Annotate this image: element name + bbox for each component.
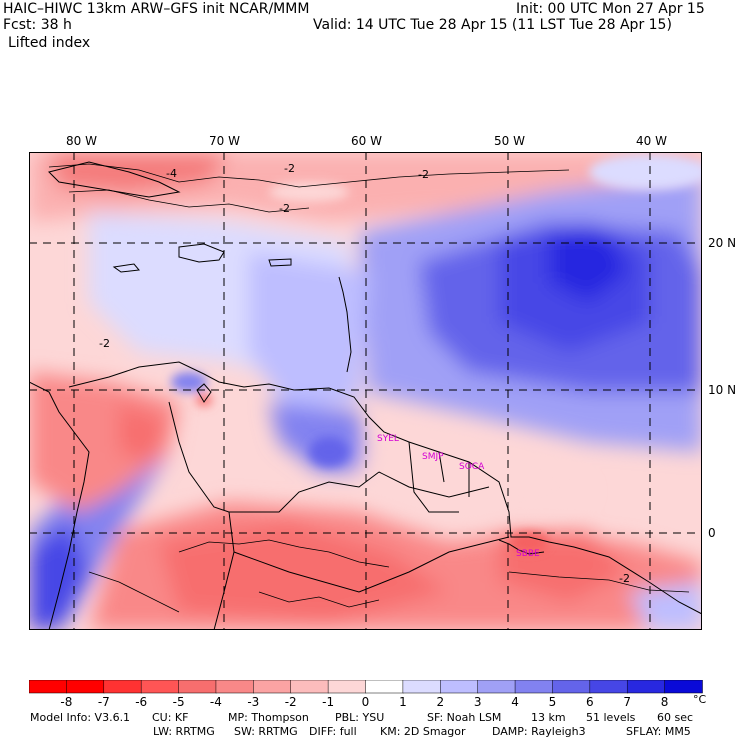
colorbar-tick-label: 6 <box>585 695 594 709</box>
colorbar-unit: °C <box>693 693 707 706</box>
contour-label-layer: -4 -2 -2 -2 -2 -2 <box>99 162 630 585</box>
init-time: Init: 00 UTC Mon 27 Apr 15 <box>516 1 705 17</box>
colorbar-swatch <box>440 680 479 694</box>
title-text: HAIC–HIWC 13km ARW–GFS init NCAR/MMM <box>3 1 310 17</box>
lat-label-10n: 10 N <box>708 383 737 397</box>
colorbar-tick-label: 7 <box>623 695 631 709</box>
colorbar-swatch <box>290 680 329 694</box>
time-step: 60 sec <box>657 711 694 724</box>
colorbar-tick-label: -4 <box>209 695 222 709</box>
station-label-smjp: SMJP <box>422 452 444 462</box>
station-label-layer: SYEL SMJP SOCA SBBE <box>377 434 540 559</box>
colorbar-swatch <box>178 680 217 694</box>
surface-layer-option: SFLAY: MM5 <box>626 725 691 738</box>
colorbar-tick-label: -2 <box>284 695 297 709</box>
surface-scheme: SF: Noah LSM <box>427 711 502 724</box>
damping-option: DAMP: Rayleigh3 <box>492 725 586 738</box>
valid-time: Valid: 14 UTC Tue 28 Apr 15 (11 LST Tue … <box>313 17 672 33</box>
station-label-soca: SOCA <box>459 462 485 472</box>
colorbar-swatch <box>589 680 628 694</box>
colorbar-swatch <box>29 680 68 694</box>
colorbar-tick-label: 5 <box>548 695 557 709</box>
contour-label: -2 <box>279 202 290 215</box>
colorbar-tick-label: 0 <box>361 695 370 709</box>
lat-label-0: 0 <box>708 526 716 540</box>
colorbar-tick-label: -8 <box>60 695 73 709</box>
colorbar-tick-label: 1 <box>399 695 407 709</box>
colorbar <box>29 680 703 694</box>
contour-label: -2 <box>418 168 429 181</box>
cumulus-scheme: CU: KF <box>152 711 189 724</box>
station-label-sbbe: SBBE <box>516 549 540 559</box>
field-name: Lifted index <box>8 35 91 51</box>
shaded-detail <box>171 154 702 552</box>
lon-label-80w: 80 W <box>66 134 97 148</box>
lon-label-40w: 40 W <box>636 134 667 148</box>
lon-label-70w: 70 W <box>209 134 240 148</box>
forecast-hour: Fcst: 38 h <box>3 17 72 33</box>
model-version: Model Info: V3.6.1 <box>30 711 131 724</box>
colorbar-tick-label: -3 <box>247 695 260 709</box>
pbl-scheme: PBL: YSU <box>335 711 385 724</box>
colorbar-tick-label: -1 <box>322 695 335 709</box>
colorbar-tick-label: 3 <box>473 695 482 709</box>
map-frame <box>29 152 702 630</box>
colorbar-tick-label: -7 <box>97 695 110 709</box>
vertical-levels: 51 levels <box>586 711 636 724</box>
colorbar-swatch <box>477 680 516 694</box>
contour-label: -2 <box>619 572 630 585</box>
km-option: KM: 2D Smagor <box>380 725 466 738</box>
colorbar-swatch <box>103 680 142 694</box>
colorbar-swatch <box>514 680 554 694</box>
colorbar-swatch <box>215 680 255 694</box>
station-label-syel: SYEL <box>377 434 399 444</box>
contour-label: -2 <box>99 337 110 350</box>
colorbar-tick-label: 2 <box>436 695 445 709</box>
colorbar-swatch <box>402 680 442 694</box>
lon-label-60w: 60 W <box>351 134 382 148</box>
map-canvas: -4 -2 -2 -2 -2 -2 SYEL SMJP SOCA SBBE <box>29 152 702 630</box>
colorbar-tick-label: -5 <box>172 695 185 709</box>
lifted-index-map: -4 -2 -2 -2 -2 -2 SYEL SMJP SOCA SBBE <box>29 152 702 630</box>
contour-label: -2 <box>284 162 295 175</box>
contour-label: -4 <box>166 167 177 180</box>
colorbar-swatch <box>552 680 591 694</box>
colorbar-swatch <box>140 680 180 694</box>
colorbar-swatch <box>253 680 292 694</box>
colorbar-tick-label: -6 <box>135 695 148 709</box>
diffusion-option: DIFF: full <box>309 725 357 738</box>
lon-label-50w: 50 W <box>494 134 525 148</box>
microphysics-scheme: MP: Thompson <box>228 711 309 724</box>
grid-spacing: 13 km <box>531 711 566 724</box>
colorbar-swatch <box>664 680 703 694</box>
longwave-scheme: LW: RRTMG <box>153 725 215 738</box>
colorbar-swatch <box>66 680 105 694</box>
colorbar-tick-label: 4 <box>511 695 519 709</box>
shaded-field <box>29 152 702 630</box>
shortwave-scheme: SW: RRTMG <box>234 725 298 738</box>
colorbar-swatch <box>365 680 404 694</box>
colorbar-swatch <box>327 680 367 694</box>
colorbar-swatch <box>626 680 666 694</box>
colorbar-tick-label: 8 <box>660 695 669 709</box>
gridlines <box>29 152 702 630</box>
lat-label-20n: 20 N <box>708 236 737 250</box>
contours <box>48 163 690 613</box>
